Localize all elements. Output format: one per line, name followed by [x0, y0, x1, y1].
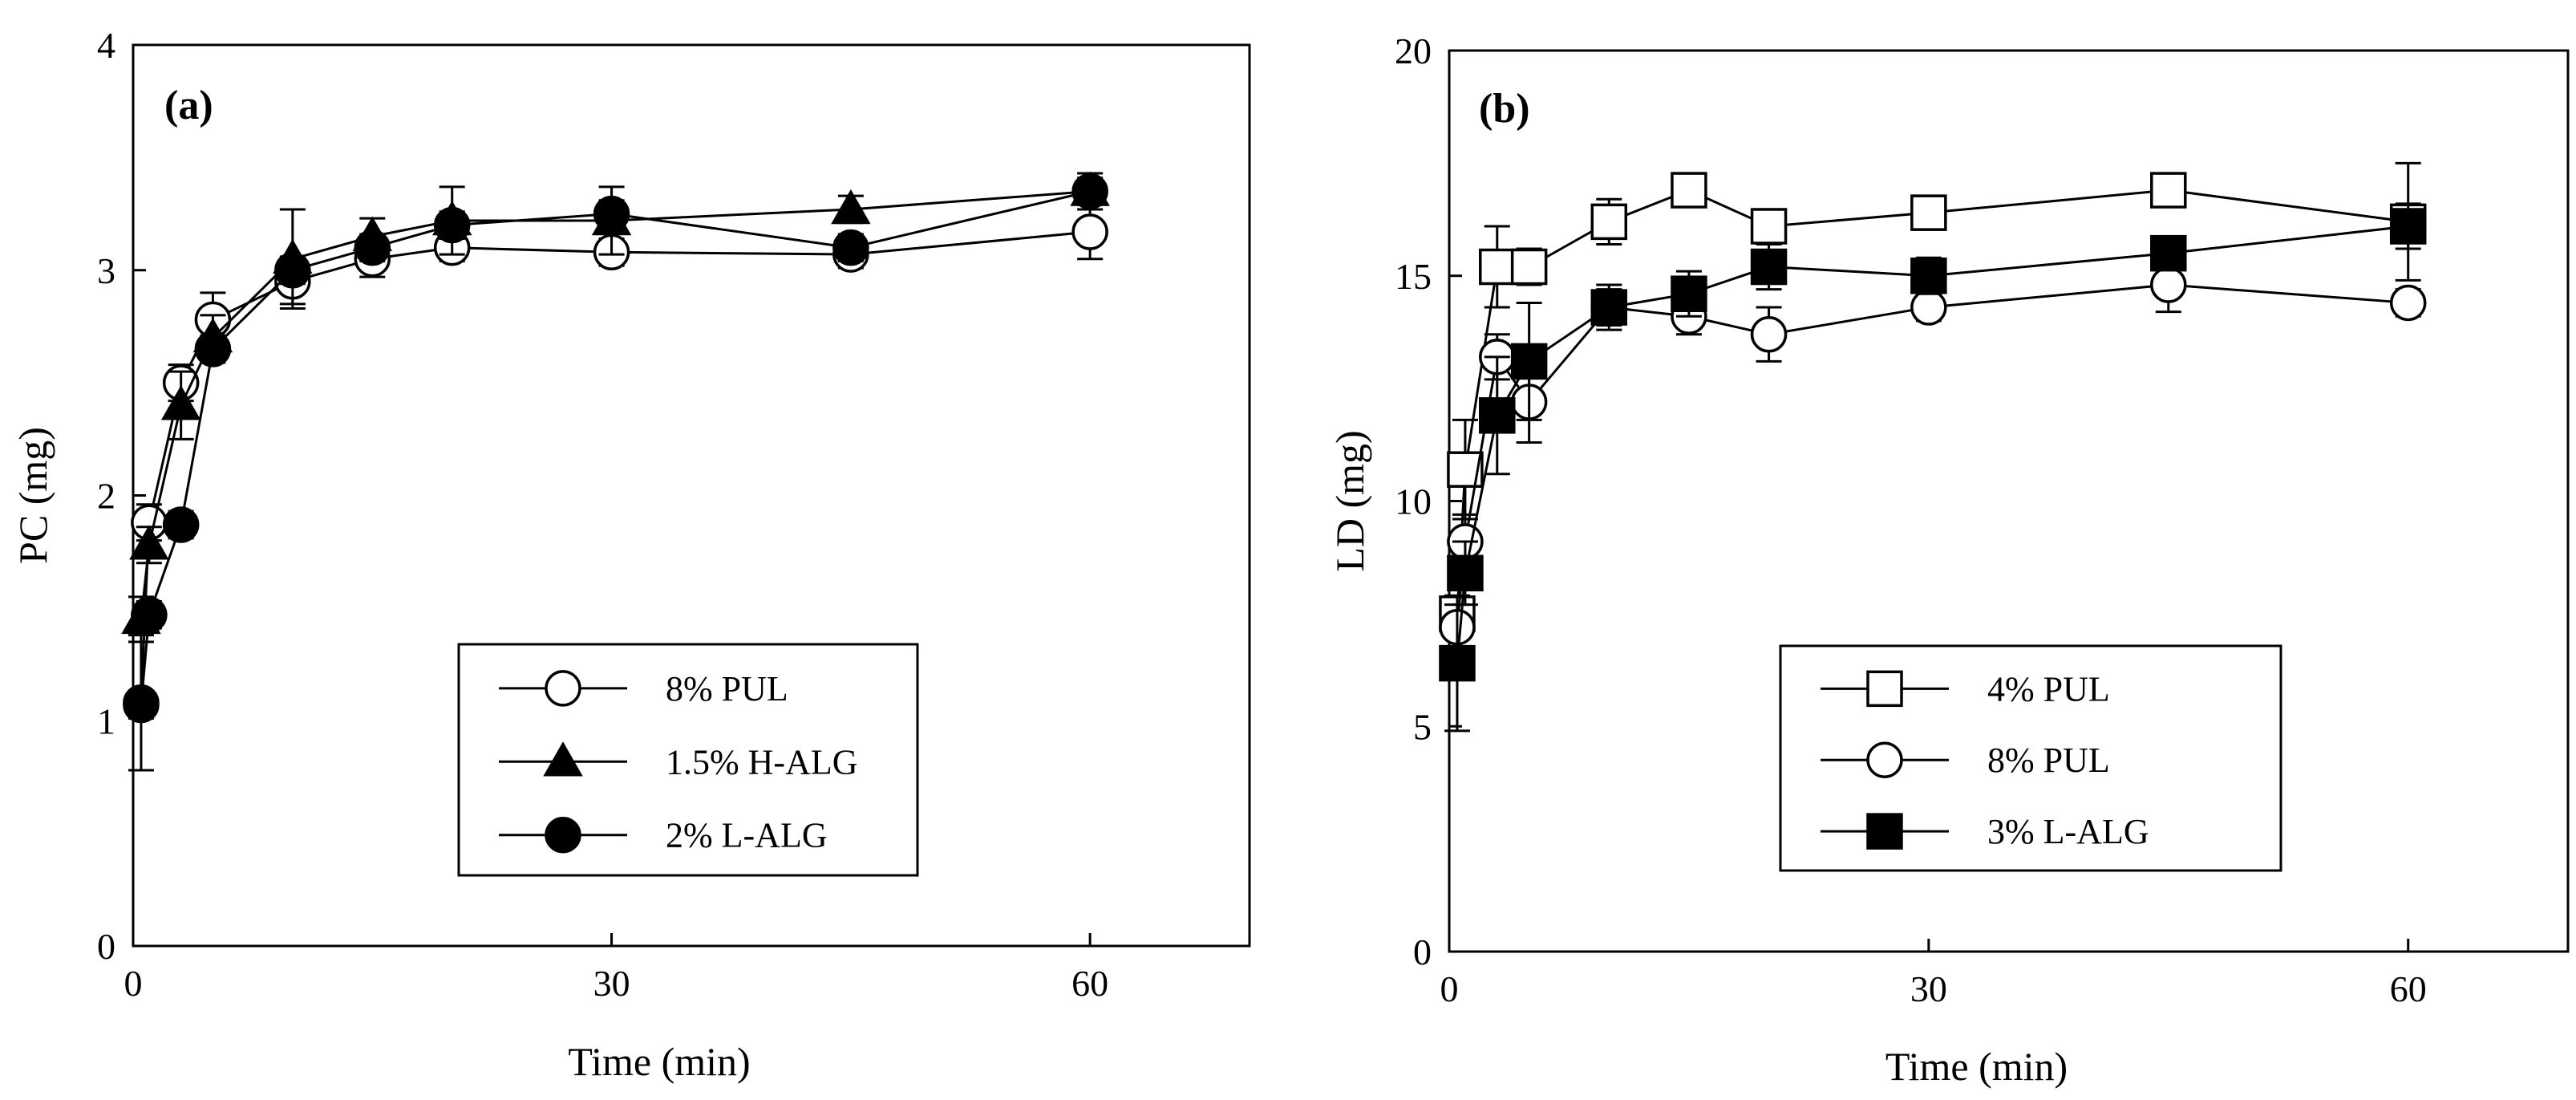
data-point: [1071, 173, 1108, 210]
y-tick-label: 20: [1395, 30, 1432, 71]
series-3: [123, 173, 1108, 724]
y-axis-label: LD (mg): [1327, 430, 1372, 571]
data-point: [1510, 343, 1548, 380]
legend: 8% PUL 1.5% H-ALG 2% L-ALG: [457, 643, 919, 877]
y-tick-label: 15: [1395, 256, 1432, 297]
x-tick-label: 0: [124, 963, 143, 1004]
panel-label: (a): [164, 83, 213, 128]
data-point: [129, 525, 169, 560]
legend-entry: 2% L-ALG: [666, 816, 828, 855]
series-1: [1439, 161, 2427, 633]
data-point: [274, 252, 311, 289]
data-point: [1479, 248, 1516, 286]
data-point: [1750, 208, 1788, 245]
legend-marker: [545, 816, 581, 854]
legend-entry: 4% PUL: [1987, 669, 2110, 708]
legend-entry: 8% PUL: [1987, 741, 2110, 780]
y-tick-label: 3: [97, 250, 115, 291]
data-point: [831, 189, 871, 225]
x-tick-label: 60: [1071, 963, 1108, 1004]
data-point: [194, 331, 232, 367]
x-tick-label: 60: [2390, 968, 2427, 1009]
data-point: [2389, 284, 2427, 322]
legend-marker: [543, 741, 583, 777]
data-point: [593, 195, 630, 233]
data-point: [2150, 266, 2187, 303]
data-point: [2150, 234, 2187, 272]
series-line: [1456, 283, 2408, 627]
y-tick-label: 2: [97, 476, 115, 517]
legend-entry: 8% PUL: [666, 669, 788, 708]
x-axis-label: Time (min): [1885, 1044, 2068, 1089]
legend: 4% PUL 8% PUL 3% L-ALG: [1779, 644, 2282, 872]
data-point: [1590, 203, 1628, 241]
y-tick-label: 1: [97, 700, 115, 741]
series-line: [140, 230, 1091, 703]
data-point: [1479, 397, 1516, 434]
data-point: [1750, 315, 1788, 353]
data-point: [433, 206, 471, 244]
legend-marker: [545, 670, 581, 707]
data-point: [2150, 172, 2187, 209]
legend-entry: 3% L-ALG: [1987, 812, 2149, 851]
x-tick-label: 0: [1440, 968, 1459, 1009]
data-point: [1671, 172, 1707, 209]
data-point: [1439, 644, 1476, 682]
data-point: [162, 506, 200, 543]
y-tick-label: 4: [97, 25, 115, 66]
data-point: [131, 596, 168, 634]
data-point: [1447, 554, 1484, 592]
data-point: [1590, 289, 1628, 326]
legend-marker: [1866, 813, 1903, 850]
series-line: [1456, 225, 2408, 664]
data-point: [1071, 213, 1108, 250]
legend-entry: 1.5% H-ALG: [666, 742, 858, 781]
x-tick-label: 30: [593, 963, 630, 1004]
panel-b: 0 5 10 15 20 0 30 60 Time (min) LD (mg) (b) 4% PUL 8…: [1327, 30, 2570, 1089]
panel-a: 0 1 2 3 4 0 30 60 Time (min) PC (mg) (a) 8% PUL 1.5%…: [10, 25, 1251, 1084]
data-point: [1750, 248, 1788, 286]
data-point: [1510, 248, 1548, 286]
data-point: [832, 229, 869, 266]
data-point: [123, 686, 160, 724]
data-point: [1671, 275, 1707, 312]
y-tick-label: 0: [97, 926, 115, 967]
data-point: [1910, 194, 1947, 231]
series-2: [1439, 256, 2427, 651]
y-tick-label: 5: [1413, 706, 1432, 747]
data-point: [1910, 289, 1947, 326]
series-3: [1439, 202, 2427, 733]
y-tick-label: 0: [1413, 932, 1432, 972]
data-point: [2389, 208, 2427, 245]
series-line: [140, 189, 1091, 620]
legend-box: [1779, 644, 2282, 872]
legend-marker: [1866, 670, 1903, 708]
x-tick-label: 30: [1910, 968, 1947, 1009]
series-line: [140, 190, 1091, 705]
y-axis-label: PC (mg): [10, 427, 55, 564]
data-point: [354, 229, 391, 266]
x-axis-label: Time (min): [568, 1039, 750, 1084]
data-point: [1910, 258, 1947, 294]
legend-marker: [1866, 741, 1903, 778]
series-line: [1456, 189, 2408, 614]
y-tick-label: 10: [1395, 481, 1432, 522]
data-point: [160, 385, 201, 420]
legend-box: [457, 643, 919, 877]
panel-label: (b): [1479, 86, 1530, 132]
